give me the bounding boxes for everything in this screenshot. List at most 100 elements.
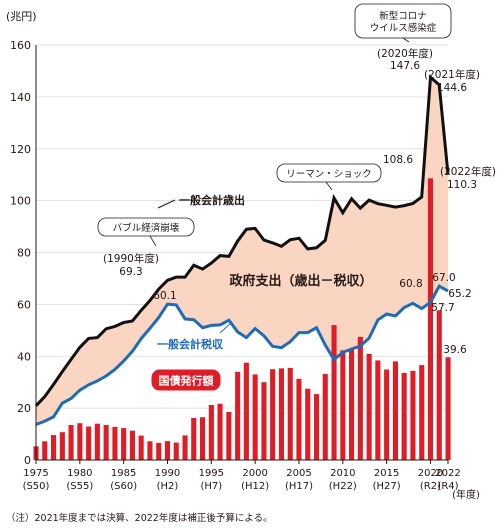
x-tick-label: 2005 — [286, 468, 311, 479]
value-2021-bond: 57.7 — [431, 302, 454, 314]
x-tick-label: 2000 — [242, 468, 267, 479]
bond-bar — [164, 441, 170, 460]
lehman-shock-callout-tail — [325, 181, 333, 191]
lehman-shock-callout-box — [276, 163, 382, 183]
bond-bar — [270, 369, 276, 460]
x-tick-label: 2022 — [435, 468, 460, 479]
x-tick-label: 2015 — [374, 468, 399, 479]
bond-bar — [173, 442, 179, 460]
bond-bar — [51, 435, 57, 460]
x-tick-era-label: (H12) — [241, 481, 269, 492]
gap-label: 政府支出（歳出－税収） — [229, 273, 372, 289]
covid-callout-text: 新型コロナ — [379, 10, 427, 22]
x-tick-era-label: (H17) — [285, 481, 313, 492]
x-tick-label: 1980 — [67, 468, 92, 479]
footnote: （注）2021年度までは決算、2022年度は補正後予算による。 — [6, 513, 273, 524]
bond-bar — [217, 403, 223, 460]
expense-tax-gap-fill — [36, 77, 448, 425]
x-unit-label: (年度) — [452, 488, 480, 501]
value-1990-tax: 60.1 — [153, 290, 176, 302]
bond-bar — [235, 371, 241, 460]
bond-bar — [243, 362, 249, 460]
x-tick-label: 2010 — [330, 468, 355, 479]
x-tick-era-label: (H22) — [329, 481, 357, 492]
bond-bar — [208, 405, 214, 460]
y-tick-label: 120 — [10, 143, 31, 156]
callout-2020-year: (2020年度) — [377, 47, 433, 60]
bond-bar — [94, 423, 100, 460]
bond-bar — [331, 325, 337, 460]
bond-bar — [138, 435, 144, 460]
bond-bar — [410, 370, 416, 460]
covid-callout-tail — [402, 37, 410, 43]
bond-bar — [357, 336, 363, 460]
value-2020-bond: 108.6 — [383, 154, 413, 166]
bond-bar — [129, 430, 135, 460]
value-2022-bond: 39.6 — [443, 344, 467, 356]
series-label-expense: 一般会計歳出 — [179, 193, 245, 207]
bond-bar — [156, 442, 162, 460]
bond-bar — [445, 357, 451, 460]
bond-bar — [147, 441, 153, 460]
y-tick-label: 40 — [17, 350, 31, 363]
bond-bar — [261, 382, 267, 460]
lehman-shock-callout-text: リーマン・ショック — [286, 169, 372, 180]
bond-bar — [112, 426, 118, 460]
y-unit-label: (兆円) — [6, 10, 37, 23]
bond-bar — [322, 373, 328, 460]
y-tick-label: 20 — [17, 402, 31, 415]
value-2021-expenditure: 144.6 — [437, 82, 467, 94]
bond-bar — [226, 412, 232, 460]
covid-callout-text: ウイルス感染症 — [370, 22, 437, 34]
bubble-economy-callout-tail — [149, 235, 157, 247]
y-tick-label: 100 — [10, 195, 31, 208]
value-2020-expenditure: 147.6 — [390, 60, 420, 72]
x-tick-label: 1990 — [155, 468, 180, 479]
value-1990-expenditure: 69.3 — [119, 266, 142, 278]
x-tick-era-label: (S55) — [66, 481, 93, 492]
series-label-bond: 国債発行額 — [159, 374, 214, 388]
tax-leader — [219, 321, 233, 334]
y-tick-label: 0 — [24, 454, 31, 467]
bond-bar — [182, 435, 188, 460]
expenditure-line — [34, 74, 450, 407]
value-2022-expenditure: 110.3 — [447, 179, 477, 191]
callout-2022-year: (2022年度) — [440, 165, 496, 178]
callout-1990-year: (1990年度) — [103, 252, 159, 265]
x-tick-label: 1975 — [23, 468, 48, 479]
value-2021-tax: 67.0 — [432, 272, 455, 284]
value-2022-tax: 65.2 — [448, 288, 471, 300]
bond-bars — [33, 178, 451, 461]
y-tick-label: 80 — [17, 247, 31, 260]
bond-bar — [401, 372, 407, 460]
value-2020-tax: 60.8 — [399, 278, 422, 290]
axes: 0 20 40 60 80 100 120 140 160 (兆円) 1975 (S50) 1980 (S… — [6, 10, 480, 501]
y-tick-label: 60 — [17, 298, 31, 311]
x-tick-era-label: (R2) — [420, 481, 441, 492]
bond-bar — [287, 367, 293, 460]
bond-bar — [121, 428, 127, 460]
expense-leader — [157, 199, 176, 209]
bond-bar — [252, 374, 258, 460]
x-tick-era-label: (R4) — [437, 481, 458, 492]
x-tick-era-label: (S60) — [110, 481, 137, 492]
bond-bar — [436, 310, 442, 460]
x-tick-era-label: (H7) — [200, 481, 222, 492]
series-label-bond-box — [151, 369, 221, 391]
x-tick-era-label: (H2) — [157, 481, 179, 492]
bond-bar — [77, 423, 83, 460]
y-tick-label: 140 — [10, 91, 31, 104]
bond-bar — [200, 417, 206, 460]
bond-bar — [278, 368, 284, 460]
x-tick-era-label: (S50) — [23, 481, 50, 492]
x-tick-label: 1985 — [111, 468, 136, 479]
bond-bar — [427, 178, 433, 461]
x-tick-era-label: (H27) — [373, 481, 401, 492]
callout-2021-year: (2021年度) — [424, 68, 480, 81]
series-label-tax: 一般会計税収 — [157, 337, 224, 351]
bond-bar — [392, 361, 398, 460]
x-tick-label: 2020 — [418, 468, 443, 479]
bond-bar — [86, 426, 92, 460]
bond-bar — [349, 349, 355, 460]
